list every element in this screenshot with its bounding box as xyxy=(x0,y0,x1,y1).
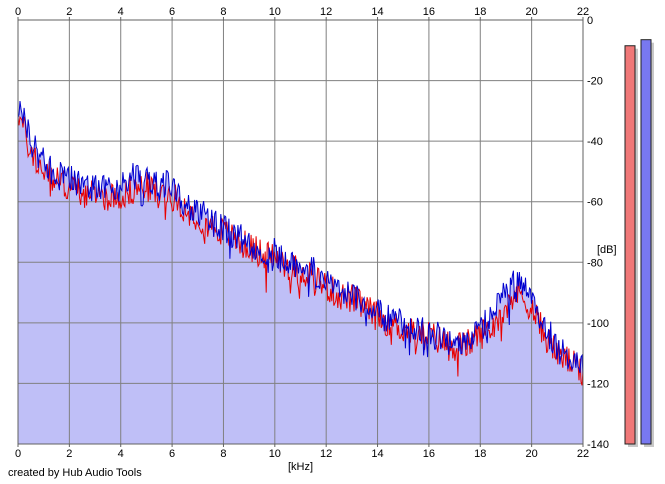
x-tick-bottom-14: 14 xyxy=(371,448,383,460)
x-tick-labels-top: 0 2 4 6 8 10 12 14 16 18 20 22 xyxy=(15,6,589,20)
x-tick-bottom-12: 12 xyxy=(320,448,332,460)
y-tick-0: 0 xyxy=(587,15,593,27)
x-tick-bottom-20: 20 xyxy=(526,448,538,460)
spectrum-fill-area xyxy=(18,101,583,444)
x-tick-top-0: 0 xyxy=(15,6,21,18)
credit-text: created by Hub Audio Tools xyxy=(8,467,142,479)
x-tick-bottom-4: 4 xyxy=(118,448,124,460)
y-tick-labels: 0 -20 -40 -60 -80 -100 -120 -140 xyxy=(587,15,609,451)
y-tick--100: -100 xyxy=(587,318,609,330)
x-tick-bottom-2: 2 xyxy=(66,448,72,460)
x-tick-bottom-6: 6 xyxy=(169,448,175,460)
y-tick--140: -140 xyxy=(587,439,609,451)
y-tick--120: -120 xyxy=(587,378,609,390)
x-axis-label: [kHz] xyxy=(288,461,313,473)
y-tick--20: -20 xyxy=(587,76,603,88)
x-tick-top-10: 10 xyxy=(269,6,281,18)
x-tick-bottom-0: 0 xyxy=(15,448,21,460)
x-tick-top-14: 14 xyxy=(371,6,383,18)
spectrum-series xyxy=(17,100,584,386)
x-tick-bottom-10: 10 xyxy=(269,448,281,460)
x-tick-top-12: 12 xyxy=(320,6,332,18)
left-level-meter xyxy=(624,45,636,445)
x-tick-top-4: 4 xyxy=(118,6,124,18)
x-tick-top-18: 18 xyxy=(474,6,486,18)
x-tick-top-6: 6 xyxy=(169,6,175,18)
x-tick-top-2: 2 xyxy=(66,6,72,18)
level-meters xyxy=(624,39,654,447)
x-tick-top-16: 16 xyxy=(423,6,435,18)
y-axis-label: [dB] xyxy=(597,244,617,256)
y-tick--60: -60 xyxy=(587,197,603,209)
y-tick--40: -40 xyxy=(587,136,603,148)
spectrum-line-right xyxy=(17,100,584,376)
x-tick-top-22: 22 xyxy=(577,6,589,18)
x-tick-top-8: 8 xyxy=(220,6,226,18)
plot-frame xyxy=(17,19,584,445)
x-tick-bottom-16: 16 xyxy=(423,448,435,460)
x-tick-labels-bottom: 0 2 4 6 8 10 12 14 16 18 20 22 xyxy=(15,444,589,460)
right-level-meter xyxy=(640,39,652,445)
spectrum-line-left xyxy=(17,115,584,386)
x-tick-bottom-8: 8 xyxy=(220,448,226,460)
x-tick-top-20: 20 xyxy=(526,6,538,18)
x-tick-bottom-22: 22 xyxy=(577,448,589,460)
x-tick-bottom-18: 18 xyxy=(474,448,486,460)
y-tick--80: -80 xyxy=(587,257,603,269)
